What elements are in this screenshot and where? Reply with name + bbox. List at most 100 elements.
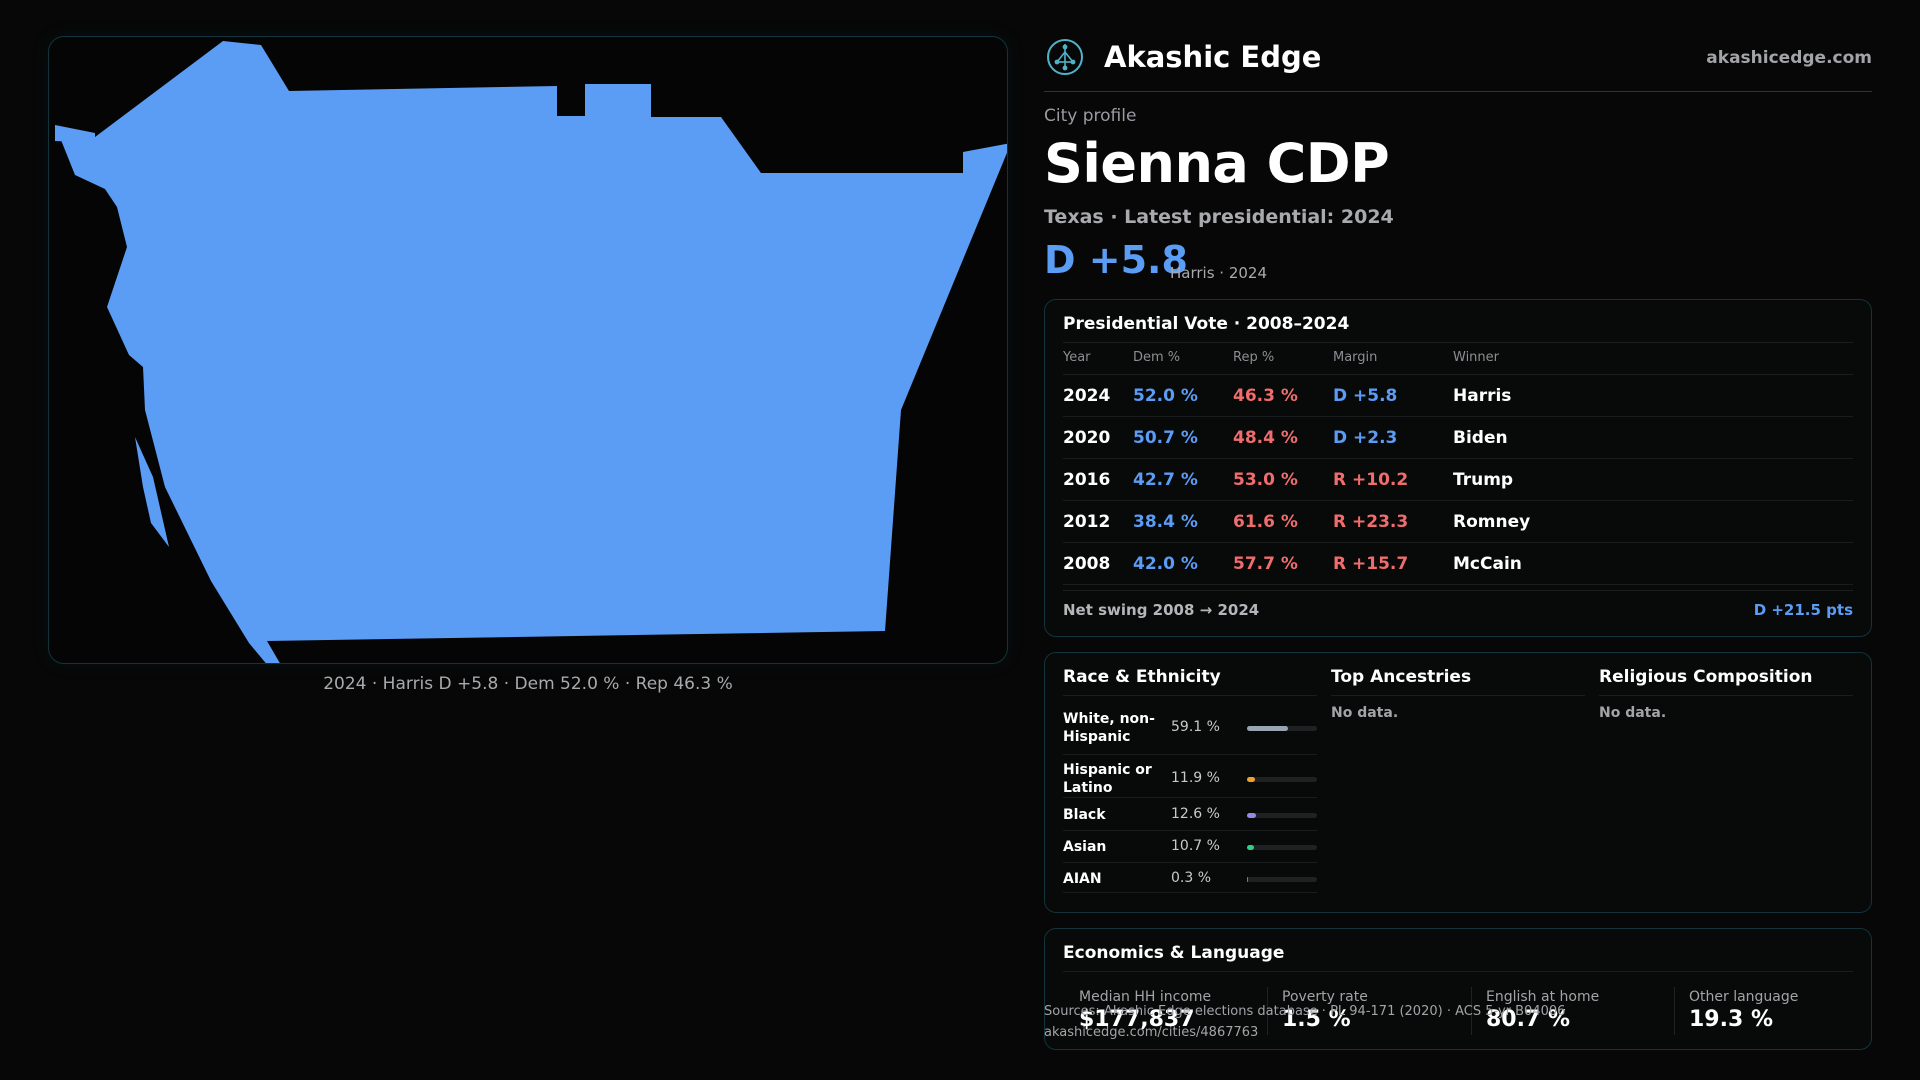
row-margin: R +23.3 [1333, 512, 1409, 532]
row-margin: R +10.2 [1333, 470, 1409, 490]
row-dem-pct: 50.7 % [1133, 428, 1198, 448]
race-pct: 59.1 % [1171, 719, 1220, 735]
religion-title: Religious Composition [1599, 667, 1813, 687]
row-rep-pct: 46.3 % [1233, 386, 1298, 406]
race-row: AIAN 0.3 % [1063, 863, 1317, 893]
stat-divider [1267, 987, 1268, 1035]
district-map-svg [55, 41, 1008, 664]
row-margin: D +5.8 [1333, 386, 1398, 406]
economics-title: Economics & Language [1063, 943, 1285, 963]
row-winner: Biden [1453, 428, 1508, 448]
race-bar-fill [1247, 845, 1255, 850]
col-header-rep: Rep % [1233, 350, 1275, 365]
page-subtitle: Texas · Latest presidential: 2024 [1044, 206, 1394, 228]
district-map[interactable] [48, 36, 1008, 664]
tree-of-life-icon[interactable] [1046, 38, 1084, 76]
divider [1063, 374, 1853, 375]
profile-panel: Akashic Edge akashicedge.com City profil… [1044, 0, 1872, 1080]
stat-label: Other language [1689, 989, 1799, 1005]
race-label: White, non-Hispanic [1063, 711, 1155, 745]
row-dem-pct: 52.0 % [1133, 386, 1198, 406]
latest-margin-note: Harris · 2024 [1170, 264, 1268, 282]
net-swing-value: D +21.5 pts [1753, 601, 1853, 619]
race-row: Black 12.6 % [1063, 799, 1317, 831]
table-row: 2020 50.7 % 48.4 % D +2.3 Biden [1063, 417, 1853, 459]
row-winner: Romney [1453, 512, 1531, 532]
district-shape[interactable] [55, 41, 1008, 664]
row-winner: McCain [1453, 554, 1522, 574]
source-note: Sources: Akashic Edge elections database… [1044, 1004, 1566, 1019]
net-swing-label: Net swing 2008 → 2024 [1063, 601, 1260, 619]
row-year: 2024 [1063, 386, 1111, 406]
economics-card: Economics & Language Median HH income $1… [1044, 928, 1872, 1050]
race-row: Asian 10.7 % [1063, 831, 1317, 863]
race-title: Race & Ethnicity [1063, 667, 1221, 687]
stat-label: Median HH income [1079, 989, 1212, 1005]
source-url[interactable]: akashicedge.com/cities/4867763 [1044, 1025, 1259, 1040]
race-label: AIAN [1063, 871, 1102, 887]
race-pct: 0.3 % [1171, 870, 1212, 886]
presidential-vote-card: Presidential Vote · 2008–2024 Year Dem %… [1044, 299, 1872, 637]
row-dem-pct: 38.4 % [1133, 512, 1198, 532]
divider [1599, 695, 1853, 696]
race-label: Asian [1063, 839, 1107, 855]
race-pct: 11.9 % [1171, 770, 1220, 786]
table-row: 2024 52.0 % 46.3 % D +5.8 Harris [1063, 375, 1853, 417]
district-notch-top-left [55, 125, 95, 143]
ancestries-empty: No data. [1331, 705, 1399, 721]
demographics-card: Race & Ethnicity White, non-Hispanic 59.1… [1044, 652, 1872, 913]
stat-value: 1.5 % [1282, 1007, 1351, 1032]
race-label: Black [1063, 807, 1106, 823]
divider [1063, 695, 1317, 696]
stat-label: English at home [1486, 989, 1600, 1005]
row-dem-pct: 42.0 % [1133, 554, 1198, 574]
col-header-margin: Margin [1333, 350, 1378, 365]
site-link[interactable]: akashicedge.com [1706, 48, 1872, 68]
row-year: 2020 [1063, 428, 1111, 448]
row-year: 2008 [1063, 554, 1111, 574]
row-winner: Harris [1453, 386, 1512, 406]
stat-divider [1471, 987, 1472, 1035]
ancestries-title: Top Ancestries [1331, 667, 1472, 687]
race-bar-fill [1247, 777, 1256, 782]
district-exclave[interactable] [135, 437, 169, 547]
row-margin: R +15.7 [1333, 554, 1409, 574]
table-row: 2016 42.7 % 53.0 % R +10.2 Trump [1063, 459, 1853, 501]
religion-empty: No data. [1599, 705, 1667, 721]
race-pct: 10.7 % [1171, 838, 1220, 854]
row-rep-pct: 61.6 % [1233, 512, 1298, 532]
race-label: Hispanic or Latino [1063, 762, 1152, 796]
header: Akashic Edge akashicedge.com [1044, 36, 1872, 92]
row-rep-pct: 57.7 % [1233, 554, 1298, 574]
row-rep-pct: 48.4 % [1233, 428, 1298, 448]
table-row: 2012 38.4 % 61.6 % R +23.3 Romney [1063, 501, 1853, 543]
divider [1063, 590, 1853, 591]
page-title: Sienna CDP [1044, 132, 1390, 195]
race-bar-track [1247, 845, 1317, 850]
race-bar-track [1247, 877, 1317, 882]
row-margin: D +2.3 [1333, 428, 1398, 448]
stat-value: $177,837 [1079, 1007, 1195, 1032]
race-bar-track [1247, 813, 1317, 818]
race-bar-fill [1247, 813, 1256, 818]
divider [1063, 342, 1853, 343]
race-bar-fill [1247, 726, 1289, 731]
row-winner: Trump [1453, 470, 1514, 490]
row-rep-pct: 53.0 % [1233, 470, 1298, 490]
row-dem-pct: 42.7 % [1133, 470, 1198, 490]
stat-value: 19.3 % [1689, 1007, 1773, 1032]
map-caption: 2024 · Harris D +5.8 · Dem 52.0 % · Rep … [323, 674, 733, 694]
race-pct: 12.6 % [1171, 806, 1220, 822]
stat-label: Poverty rate [1282, 989, 1368, 1005]
latest-margin: D +5.8 [1044, 238, 1188, 282]
table-row: 2008 42.0 % 57.7 % R +15.7 McCain [1063, 543, 1853, 585]
stat-divider [1674, 987, 1675, 1035]
race-bar-track [1247, 726, 1317, 731]
brand-name[interactable]: Akashic Edge [1104, 40, 1322, 74]
page-eyebrow: City profile [1044, 106, 1137, 126]
col-header-dem: Dem % [1133, 350, 1181, 365]
stat-value: 80.7 % [1486, 1007, 1570, 1032]
race-bar-track [1247, 777, 1317, 782]
row-year: 2012 [1063, 512, 1111, 532]
col-header-winner: Winner [1453, 350, 1500, 365]
